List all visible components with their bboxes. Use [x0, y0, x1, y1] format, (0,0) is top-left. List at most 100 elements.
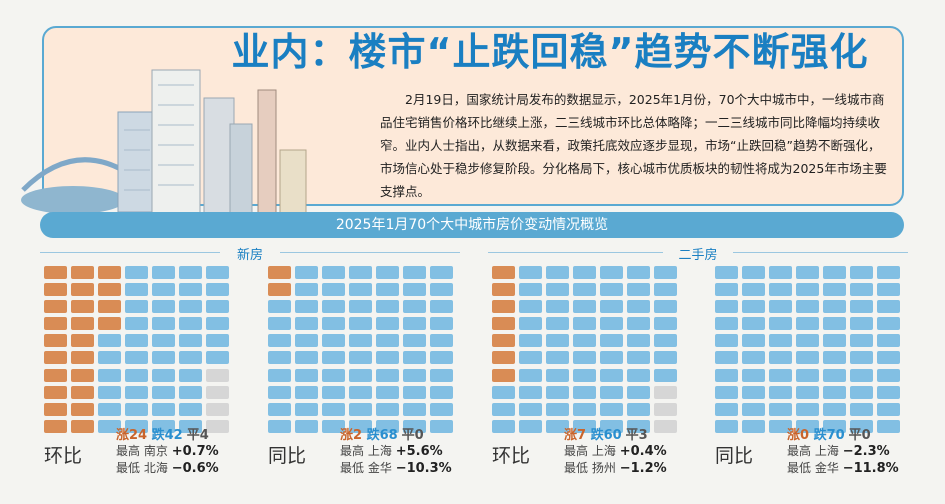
stats-counts: 涨7 跌60 平3: [564, 424, 648, 443]
city-cell-down: [376, 351, 399, 365]
city-cell-down: [179, 283, 202, 297]
city-cell-down: [268, 368, 291, 382]
city-cell-down: [206, 300, 229, 314]
city-cell-down: [430, 385, 453, 399]
city-cell-up: [44, 385, 67, 399]
city-cell-down: [654, 283, 677, 297]
city-cell-down: [769, 334, 792, 348]
city-cell-down: [492, 402, 515, 416]
low-label: 最低: [340, 461, 365, 475]
city-cell-down: [654, 266, 677, 279]
city-cell-down: [823, 334, 846, 348]
low-value: −0.6%: [171, 461, 219, 476]
city-cell-down: [349, 368, 372, 382]
city-cell-down: [715, 300, 738, 314]
city-cell-down: [627, 402, 650, 416]
low-label: 最低: [564, 461, 589, 475]
city-cell-down: [877, 419, 900, 433]
city-cell-down: [742, 300, 765, 314]
city-cell-down: [125, 334, 148, 348]
city-cell-down: [349, 351, 372, 365]
city-cell-down: [573, 283, 596, 297]
city-cell-down: [430, 317, 453, 331]
stats-counts: 涨2 跌68 平0: [340, 424, 424, 443]
city-cell-down: [742, 334, 765, 348]
city-cell-down: [715, 266, 738, 279]
city-cell-down: [430, 402, 453, 416]
city-cell-down: [715, 334, 738, 348]
city-cell-down: [600, 317, 623, 331]
city-cell-down: [877, 283, 900, 297]
city-cell-down: [376, 266, 399, 279]
city-cell-down: [519, 334, 542, 348]
city-cell-down: [600, 300, 623, 314]
waffle-grid: [715, 266, 905, 433]
city-cell-down: [600, 368, 623, 382]
city-cell-down: [823, 385, 846, 399]
city-cell-down: [519, 351, 542, 365]
city-cell-down: [206, 266, 229, 279]
city-cell-down: [376, 300, 399, 314]
city-cell-down: [600, 334, 623, 348]
city-cell-down: [769, 266, 792, 279]
city-cell-down: [295, 402, 318, 416]
city-cell-down: [573, 368, 596, 382]
city-cell-down: [268, 351, 291, 365]
city-cell-down: [796, 419, 819, 433]
stats-label: 同比: [268, 445, 307, 467]
stats-low: 最低 扬州 −1.2%: [564, 459, 667, 476]
stats-high: 最高 上海 +0.4%: [564, 442, 667, 459]
city-cell-down: [877, 317, 900, 331]
city-cell-up: [492, 266, 515, 279]
city-cell-up: [492, 368, 515, 382]
city-cell-down: [546, 317, 569, 331]
city-cell-down: [573, 334, 596, 348]
low-city: 金华: [367, 461, 392, 475]
city-cell-down: [823, 300, 846, 314]
high-value: +0.7%: [171, 444, 219, 459]
city-cell-down: [403, 266, 426, 279]
city-cell-flat: [654, 419, 677, 433]
city-cell-down: [295, 385, 318, 399]
flat-count: 平0: [848, 428, 871, 443]
city-cell-down: [850, 351, 873, 365]
city-cell-down: [152, 385, 175, 399]
city-cell-down: [796, 300, 819, 314]
city-cell-flat: [206, 419, 229, 433]
low-label: 最低: [787, 461, 812, 475]
city-cell-down: [403, 317, 426, 331]
city-cell-down: [654, 368, 677, 382]
city-cell-down: [823, 402, 846, 416]
city-cell-down: [403, 368, 426, 382]
city-cell-down: [179, 334, 202, 348]
city-cell-down: [769, 317, 792, 331]
city-cell-down: [179, 317, 202, 331]
city-cell-down: [742, 385, 765, 399]
down-count: 跌42: [151, 428, 183, 443]
city-cell-down: [823, 351, 846, 365]
city-cell-down: [600, 351, 623, 365]
city-cell-down: [877, 368, 900, 382]
city-cell-down: [877, 266, 900, 279]
city-cell-up: [268, 283, 291, 297]
city-cell-flat: [654, 385, 677, 399]
city-cell-down: [152, 317, 175, 331]
city-cell-down: [268, 334, 291, 348]
city-cell-down: [715, 385, 738, 399]
city-cell-down: [654, 317, 677, 331]
city-cell-down: [715, 351, 738, 365]
city-cell-up: [44, 300, 67, 314]
high-label: 最高: [787, 444, 812, 458]
city-cell-down: [742, 317, 765, 331]
stats-high: 最高 上海 +5.6%: [340, 442, 443, 459]
flat-count: 平3: [625, 428, 648, 443]
city-cell-down: [403, 334, 426, 348]
city-cell-down: [322, 351, 345, 365]
city-cell-flat: [206, 402, 229, 416]
high-value: +5.6%: [395, 444, 443, 459]
city-cell-up: [44, 351, 67, 365]
city-cell-down: [573, 402, 596, 416]
city-cell-down: [742, 351, 765, 365]
city-cell-down: [152, 402, 175, 416]
flat-count: 平0: [401, 428, 424, 443]
